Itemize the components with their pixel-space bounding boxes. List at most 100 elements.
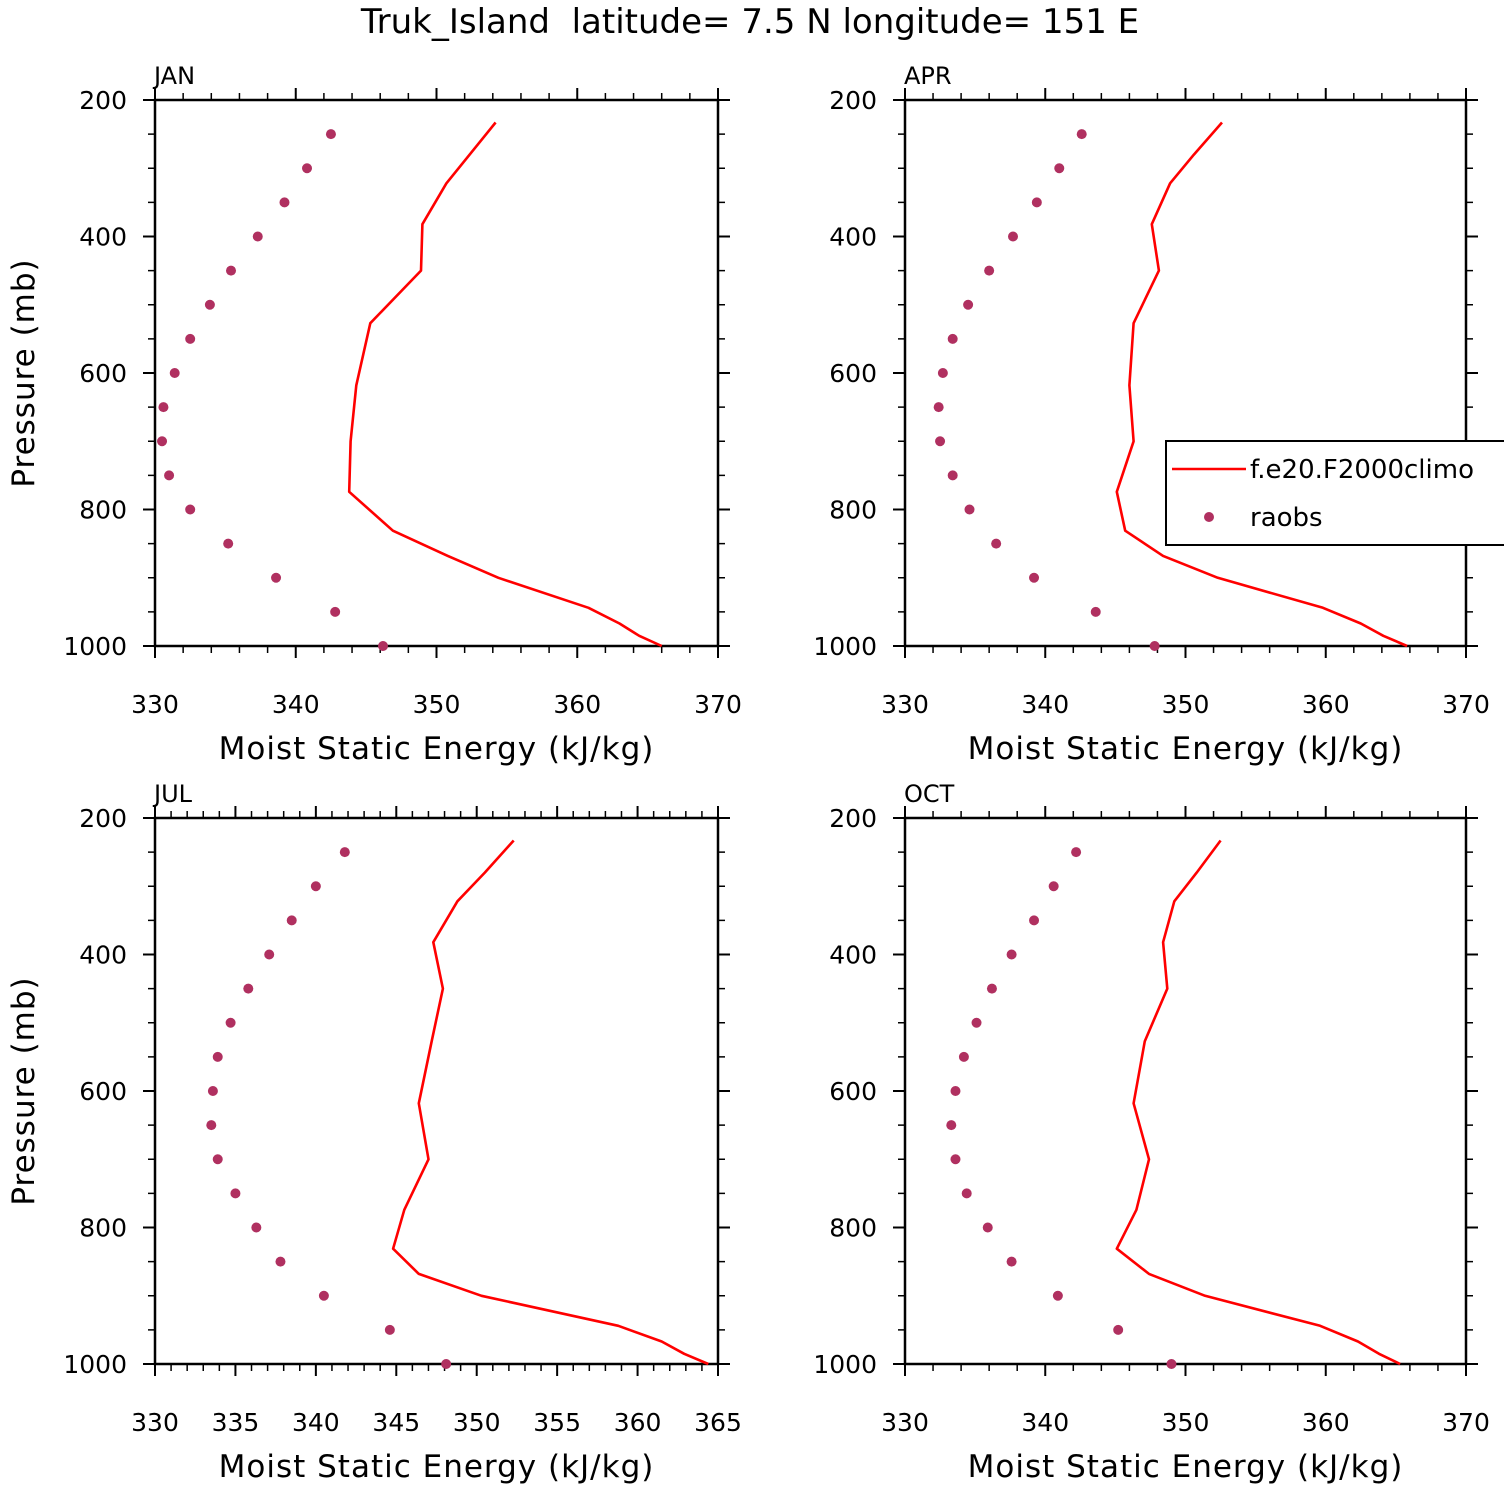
raobs-point xyxy=(991,538,1002,549)
x-axis-label: Moist Static Energy (kJ/kg) xyxy=(968,731,1404,767)
raobs-point xyxy=(212,1154,223,1165)
panel-title: APR xyxy=(904,62,952,90)
panel-apr: 330 340 350 360 370 200 400 600 800 1000 APR Moist … xyxy=(813,62,1489,767)
raobs-point xyxy=(230,1188,241,1199)
raobs-point xyxy=(937,368,948,378)
raobs-point xyxy=(1031,197,1042,208)
y-tick-label: 200 xyxy=(829,804,877,833)
raobs-point xyxy=(1029,915,1040,926)
raobs-point xyxy=(185,504,196,515)
x-tick-label: 340 xyxy=(272,690,320,719)
y-axis-label: Pressure (mb) xyxy=(6,976,42,1205)
raobs-point xyxy=(325,129,336,140)
raobs-point xyxy=(1006,949,1017,960)
y-tick-label: 400 xyxy=(829,223,877,252)
x-tick-label: 355 xyxy=(533,1408,581,1437)
raobs-point xyxy=(310,881,321,892)
y-tick-label: 800 xyxy=(79,1214,127,1243)
raobs-point xyxy=(279,197,290,208)
raobs-point xyxy=(946,1120,957,1131)
x-tick-label: 350 xyxy=(413,690,461,719)
raobs-point xyxy=(243,983,254,994)
raobs-point xyxy=(950,1086,961,1096)
panel-oct: 330 340 350 360 370 200 400 600 800 1000 OCT Moist … xyxy=(813,780,1489,1485)
raobs-point xyxy=(384,1324,395,1335)
raobs-point xyxy=(158,402,169,413)
panels: 330 340 350 360 370 200 400 600 800 1000 JAN Moist … xyxy=(6,62,1490,1485)
raobs-point xyxy=(933,402,944,413)
raobs-point xyxy=(225,1017,236,1028)
x-tick-label: 360 xyxy=(614,1408,662,1437)
raobs-point xyxy=(984,265,995,276)
y-tick-label: 400 xyxy=(79,941,127,970)
raobs-point xyxy=(1054,163,1065,174)
y-tick-label: 200 xyxy=(829,86,877,115)
x-tick-label: 340 xyxy=(292,1408,340,1437)
series-model-line xyxy=(1115,121,1408,648)
raobs-point xyxy=(330,606,341,617)
raobs-point xyxy=(339,847,350,858)
raobs-point xyxy=(169,368,180,378)
raobs-point xyxy=(264,949,275,960)
x-tick-label: 360 xyxy=(1302,690,1350,719)
y-tick-label: 1000 xyxy=(63,632,127,661)
raobs-point xyxy=(986,983,997,994)
y-tick-label: 1000 xyxy=(813,632,877,661)
x-axis-label: Moist Static Energy (kJ/kg) xyxy=(219,731,655,767)
raobs-point xyxy=(251,1222,262,1233)
raobs-point xyxy=(1149,641,1160,651)
raobs-point xyxy=(947,333,958,344)
raobs-point xyxy=(318,1290,329,1301)
panel-title: OCT xyxy=(904,780,955,808)
panel-title: JAN xyxy=(152,62,195,90)
figure-title: Truk_Island latitude= 7.5 N longitude= 1… xyxy=(360,2,1139,42)
x-tick-label: 340 xyxy=(1021,1408,1069,1437)
x-tick-label: 370 xyxy=(1442,690,1490,719)
raobs-point xyxy=(1048,881,1059,892)
x-tick-label: 330 xyxy=(131,1408,179,1437)
x-tick-label: 360 xyxy=(553,690,601,719)
plot-frame xyxy=(903,816,1468,1366)
y-tick-label: 400 xyxy=(829,941,877,970)
legend-dot-swatch xyxy=(1204,512,1214,522)
raobs-point xyxy=(207,1086,218,1096)
raobs-point xyxy=(252,231,263,242)
x-tick-label: 345 xyxy=(372,1408,420,1437)
legend-label: raobs xyxy=(1250,503,1323,533)
panel-jan: 330 340 350 360 370 200 400 600 800 1000 JAN Moist … xyxy=(6,62,742,767)
panel-jul: 330 335 340 345 350 355 360 365 200 400 600 800 1000… xyxy=(6,780,742,1485)
raobs-point xyxy=(206,1120,217,1131)
raobs-point xyxy=(1052,1290,1063,1301)
raobs-point xyxy=(226,265,237,276)
x-tick-label: 350 xyxy=(1162,690,1210,719)
y-tick-label: 600 xyxy=(79,359,127,388)
raobs-point xyxy=(1071,847,1082,858)
x-tick-label: 360 xyxy=(1302,1408,1350,1437)
raobs-point xyxy=(212,1051,223,1062)
raobs-point xyxy=(204,299,215,310)
raobs-point xyxy=(271,572,282,583)
legend: f.e20.F2000climo raobs xyxy=(1165,440,1504,546)
x-tick-label: 365 xyxy=(694,1408,742,1437)
y-tick-label: 200 xyxy=(79,804,127,833)
raobs-point xyxy=(1090,606,1101,617)
x-tick-label: 350 xyxy=(453,1408,501,1437)
raobs-point xyxy=(1076,129,1087,140)
raobs-point xyxy=(378,641,389,651)
raobs-point xyxy=(164,470,175,481)
x-tick-label: 370 xyxy=(694,690,742,719)
y-axis-label: Pressure (mb) xyxy=(6,258,42,487)
raobs-point xyxy=(275,1256,286,1267)
raobs-point xyxy=(961,1188,972,1199)
x-tick-label: 330 xyxy=(881,1408,929,1437)
raobs-point xyxy=(1007,231,1018,242)
raobs-point xyxy=(302,163,313,174)
x-tick-label: 370 xyxy=(1442,1408,1490,1437)
raobs-point xyxy=(1166,1359,1177,1369)
raobs-point xyxy=(950,1154,961,1165)
raobs-point xyxy=(1029,572,1040,583)
raobs-point xyxy=(157,436,168,447)
raobs-point xyxy=(441,1359,452,1369)
x-tick-label: 330 xyxy=(131,690,179,719)
raobs-point xyxy=(185,333,196,344)
